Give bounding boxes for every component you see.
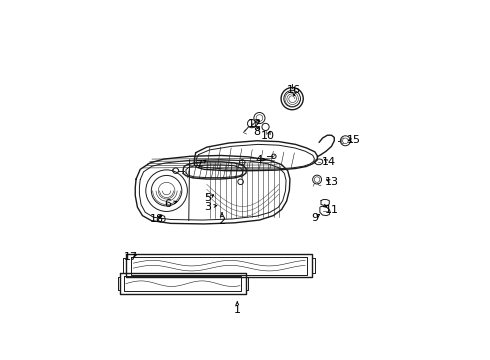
- Text: 4: 4: [256, 155, 263, 165]
- Text: 15: 15: [347, 135, 361, 145]
- Text: 2: 2: [219, 216, 225, 226]
- Text: 10: 10: [261, 131, 275, 141]
- Text: 9: 9: [311, 213, 318, 223]
- Text: 13: 13: [324, 177, 339, 187]
- Text: 5: 5: [205, 193, 212, 203]
- Text: 11: 11: [324, 204, 339, 215]
- Text: 8: 8: [253, 127, 260, 137]
- Text: 18: 18: [150, 214, 164, 224]
- Text: 12: 12: [248, 118, 262, 129]
- Text: 3: 3: [205, 202, 212, 212]
- Text: 17: 17: [123, 252, 138, 262]
- Text: 1: 1: [234, 305, 241, 315]
- Text: 16: 16: [287, 85, 301, 95]
- Text: 7: 7: [195, 160, 202, 170]
- Text: 6: 6: [165, 199, 172, 209]
- Text: 14: 14: [321, 157, 336, 167]
